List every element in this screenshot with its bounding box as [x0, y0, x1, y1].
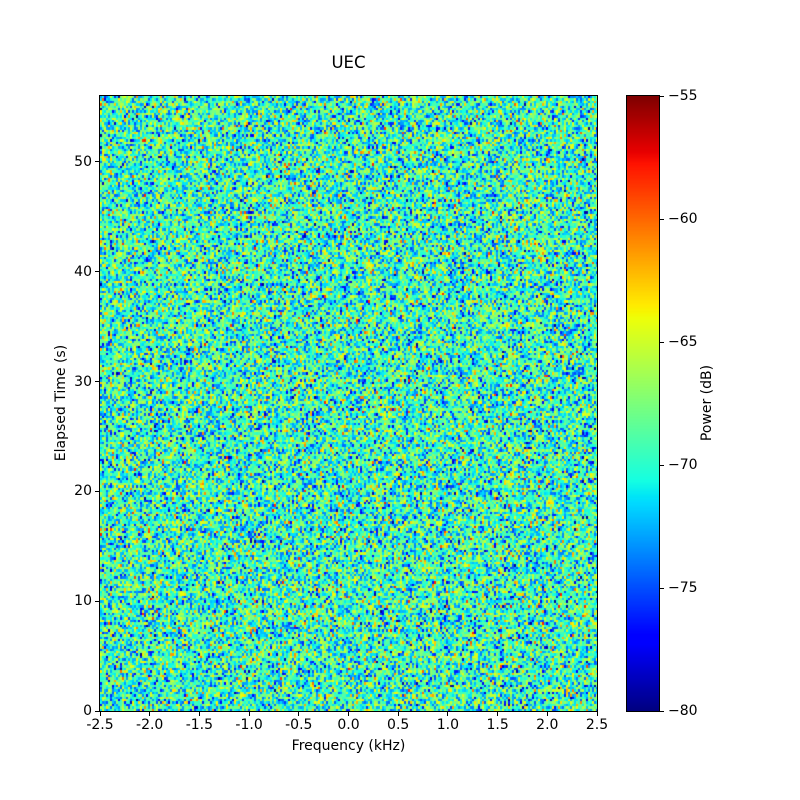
y-axis-tick	[95, 271, 99, 273]
x-axis-tick-label: 2.5	[585, 717, 609, 733]
colorbar-tick	[660, 218, 664, 220]
colorbar-tick-label: −60	[668, 211, 698, 227]
y-axis-tick	[95, 710, 99, 712]
x-axis-tick-label: -1.0	[235, 717, 263, 733]
spectrogram-canvas	[100, 96, 597, 711]
x-axis-tick	[248, 712, 250, 716]
colorbar-gradient	[627, 96, 659, 711]
colorbar-tick-label: −80	[668, 703, 698, 719]
x-axis-tick	[348, 712, 349, 716]
colorbar-tick	[660, 464, 664, 466]
x-axis-tick	[546, 712, 548, 716]
x-axis-tick	[596, 712, 598, 716]
y-axis-tick	[95, 161, 99, 163]
y-axis-tick-label: 40	[74, 263, 92, 280]
colorbar-tick	[660, 710, 664, 712]
x-axis-tick-label: 1.5	[486, 717, 509, 733]
x-axis-tick-label: 0.5	[387, 717, 410, 733]
x-axis-tick	[497, 712, 499, 716]
x-axis-label: Frequency (kHz)	[291, 738, 406, 754]
x-axis-tick-label: 1.0	[436, 717, 460, 733]
x-axis-tick	[99, 712, 101, 716]
plot-title: UEC	[331, 53, 366, 72]
y-axis-tick-label: 0	[83, 703, 92, 719]
x-axis-tick	[198, 712, 200, 716]
y-axis-tick-label: 10	[74, 593, 92, 610]
colorbar-tick-label: −65	[668, 334, 698, 350]
y-axis-tick-label: 30	[74, 373, 92, 390]
colorbar-label: Power (dB)	[699, 364, 715, 442]
x-axis-tick	[397, 712, 399, 716]
colorbar-tick-label: −75	[668, 580, 698, 596]
colorbar-tick	[660, 587, 664, 589]
y-axis-tick-label: 50	[74, 153, 92, 170]
y-axis-tick	[95, 381, 99, 383]
x-axis-tick	[149, 712, 151, 716]
x-axis-tick	[298, 712, 300, 716]
x-axis-tick	[447, 712, 449, 716]
x-axis-tick-label: 2.0	[536, 717, 559, 733]
x-axis-tick-label: 0.0	[337, 717, 360, 733]
y-axis-tick-label: 20	[74, 483, 92, 500]
plot-area	[99, 95, 598, 712]
y-axis-tick	[95, 600, 99, 602]
colorbar-tick	[660, 95, 664, 97]
colorbar	[626, 95, 660, 712]
colorbar-tick-label: −70	[668, 457, 698, 473]
y-axis-tick	[95, 490, 99, 492]
colorbar-tick	[660, 341, 664, 343]
x-axis-tick-label: -2.5	[86, 717, 114, 733]
colorbar-tick-label: −55	[668, 88, 698, 104]
y-axis-label: Elapsed Time (s)	[53, 344, 69, 462]
x-axis-tick-label: -2.0	[136, 717, 164, 733]
x-axis-tick-label: -0.5	[285, 717, 313, 733]
x-axis-tick-label: -1.5	[185, 717, 214, 733]
